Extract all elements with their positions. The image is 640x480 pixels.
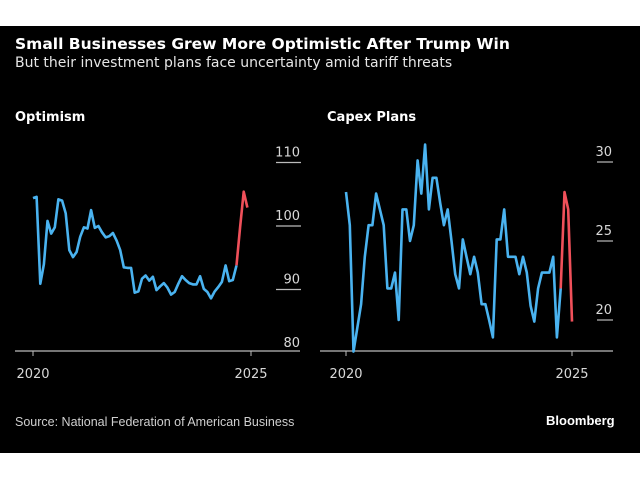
chart-subtitle: But their investment plans face uncertai…: [15, 55, 453, 71]
source-note: Source: National Federation of American …: [15, 415, 295, 429]
y-tick-label: 80: [283, 336, 300, 351]
highlight-line: [235, 190, 249, 266]
chart-panel: [0, 26, 640, 453]
left-chart-title: Optimism: [15, 110, 86, 125]
x-tick-label: 2025: [555, 367, 588, 382]
x-tick-label: 2025: [234, 367, 267, 382]
x-tick-label: 2020: [16, 367, 49, 382]
chart-title: Small Businesses Grew More Optimistic Af…: [15, 35, 510, 53]
bloomberg-logo: Bloomberg: [546, 413, 615, 428]
y-tick-label: 20: [595, 303, 612, 318]
series-line: [344, 143, 562, 353]
y-tick-label: 100: [275, 209, 300, 224]
highlight-line: [559, 190, 574, 322]
y-tick-label: 30: [595, 145, 612, 160]
y-tick-label: 110: [275, 146, 300, 161]
x-tick-label: 2020: [329, 367, 362, 382]
y-tick-label: 25: [595, 224, 612, 239]
right-chart-title: Capex Plans: [327, 110, 417, 125]
y-tick-label: 90: [283, 273, 300, 288]
series-line: [32, 195, 238, 300]
